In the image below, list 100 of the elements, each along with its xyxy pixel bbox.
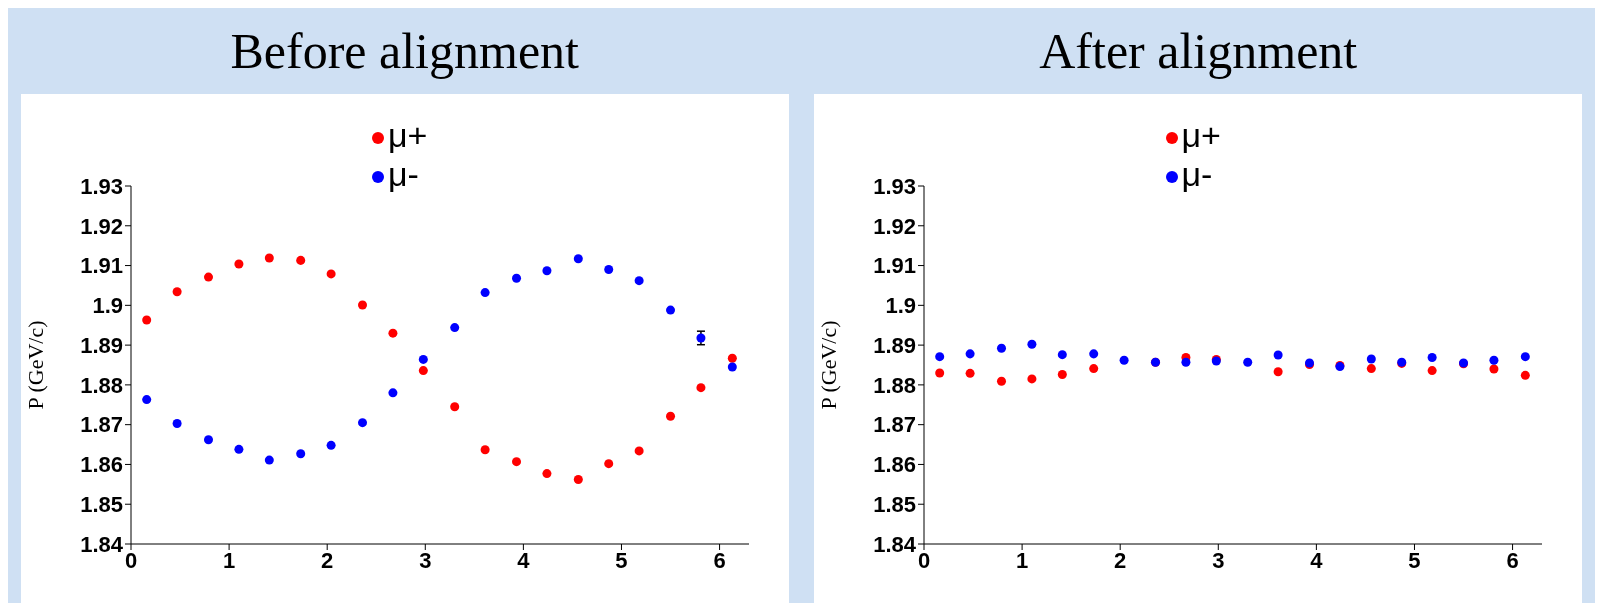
point — [388, 388, 398, 398]
chart-title: Before alignment — [230, 22, 579, 81]
point — [727, 353, 737, 363]
point — [418, 366, 428, 376]
y-tick-label: 1.87 — [873, 412, 917, 438]
chart-title: After alignment — [1039, 22, 1358, 81]
y-tick-label: 1.86 — [873, 452, 917, 478]
point — [295, 255, 305, 265]
point — [1058, 370, 1068, 380]
point — [935, 368, 945, 378]
x-tick-label: 3 — [1212, 547, 1225, 573]
y-tick-label: 1.92 — [79, 213, 123, 239]
point — [1427, 366, 1437, 376]
point — [965, 368, 975, 378]
point — [542, 469, 552, 479]
point — [1181, 357, 1191, 367]
x-tick-label: 3 — [418, 547, 432, 573]
point — [1027, 339, 1037, 349]
x-tick-label: 1 — [222, 547, 235, 573]
point — [203, 435, 213, 445]
y-tick-label: 1.92 — [873, 213, 917, 239]
point — [1243, 357, 1253, 367]
point — [542, 266, 552, 276]
point — [1367, 364, 1377, 374]
point — [357, 418, 367, 428]
point — [1521, 370, 1531, 380]
y-axis-title: P (GeV/c) — [816, 320, 842, 410]
point — [1427, 352, 1437, 362]
point — [634, 446, 644, 456]
point — [1367, 354, 1377, 364]
point — [172, 418, 182, 428]
x-tick-label: 6 — [713, 547, 726, 573]
point — [1119, 355, 1129, 365]
x-tick-label: 0 — [918, 547, 931, 573]
point — [511, 457, 521, 467]
y-tick-label: 1.91 — [79, 253, 123, 279]
point — [696, 383, 706, 393]
x-tick-label: 4 — [1310, 547, 1324, 573]
point — [935, 352, 945, 362]
y-tick-label: 1.84 — [79, 531, 124, 557]
x-tick-label: 5 — [1408, 547, 1421, 573]
point — [997, 343, 1007, 353]
point — [1489, 364, 1499, 374]
point — [480, 445, 490, 455]
point — [1027, 374, 1037, 384]
y-tick-label: 1.85 — [79, 492, 123, 518]
point — [141, 395, 151, 405]
y-tick-label: 1.88 — [873, 372, 917, 398]
y-tick-label: 1.9 — [885, 293, 917, 319]
y-tick-label: 1.86 — [79, 452, 123, 478]
point — [264, 455, 274, 465]
point — [1273, 350, 1283, 360]
point — [172, 287, 182, 297]
point — [1273, 367, 1283, 377]
point — [234, 444, 244, 454]
point — [603, 265, 613, 275]
y-tick-label: 1.91 — [873, 253, 917, 279]
x-tick-label: 4 — [517, 547, 531, 573]
point — [634, 276, 644, 286]
point — [1489, 355, 1499, 365]
point — [388, 328, 398, 338]
point — [1058, 350, 1068, 360]
y-tick-label: 1.9 — [92, 293, 123, 319]
point — [1089, 364, 1099, 374]
point — [665, 305, 675, 315]
x-tick-label: 2 — [320, 547, 334, 573]
point — [965, 349, 975, 359]
point — [480, 288, 490, 298]
y-tick-label: 1.84 — [873, 531, 917, 557]
x-tick-label: 6 — [1506, 547, 1519, 573]
point — [573, 254, 583, 264]
point — [1089, 349, 1099, 359]
point — [326, 269, 336, 279]
point — [449, 323, 459, 333]
point — [997, 376, 1007, 386]
legend-label: μ- — [1181, 155, 1213, 193]
y-axis-title: P (GeV/c) — [22, 320, 48, 410]
y-tick-label: 1.85 — [873, 492, 917, 518]
point — [603, 459, 613, 469]
y-tick-label: 1.88 — [79, 372, 123, 398]
point — [665, 411, 675, 421]
y-tick-label: 1.93 — [873, 173, 917, 199]
legend-label: μ+ — [388, 116, 428, 154]
y-tick-label: 1.89 — [873, 332, 917, 358]
point — [449, 402, 459, 412]
legend-label: μ- — [388, 155, 419, 193]
point — [511, 273, 521, 283]
point — [295, 449, 305, 459]
y-tick-label: 1.87 — [79, 412, 123, 438]
x-tick-label: 1 — [1016, 547, 1029, 573]
point — [203, 272, 213, 282]
x-tick-label: 0 — [124, 547, 137, 573]
y-tick-label: 1.93 — [79, 173, 123, 199]
point — [141, 315, 151, 325]
point — [264, 253, 274, 263]
point — [234, 259, 244, 269]
x-tick-label: 5 — [615, 547, 628, 573]
point — [418, 354, 428, 364]
legend-label: μ+ — [1181, 116, 1221, 154]
point — [357, 300, 367, 310]
